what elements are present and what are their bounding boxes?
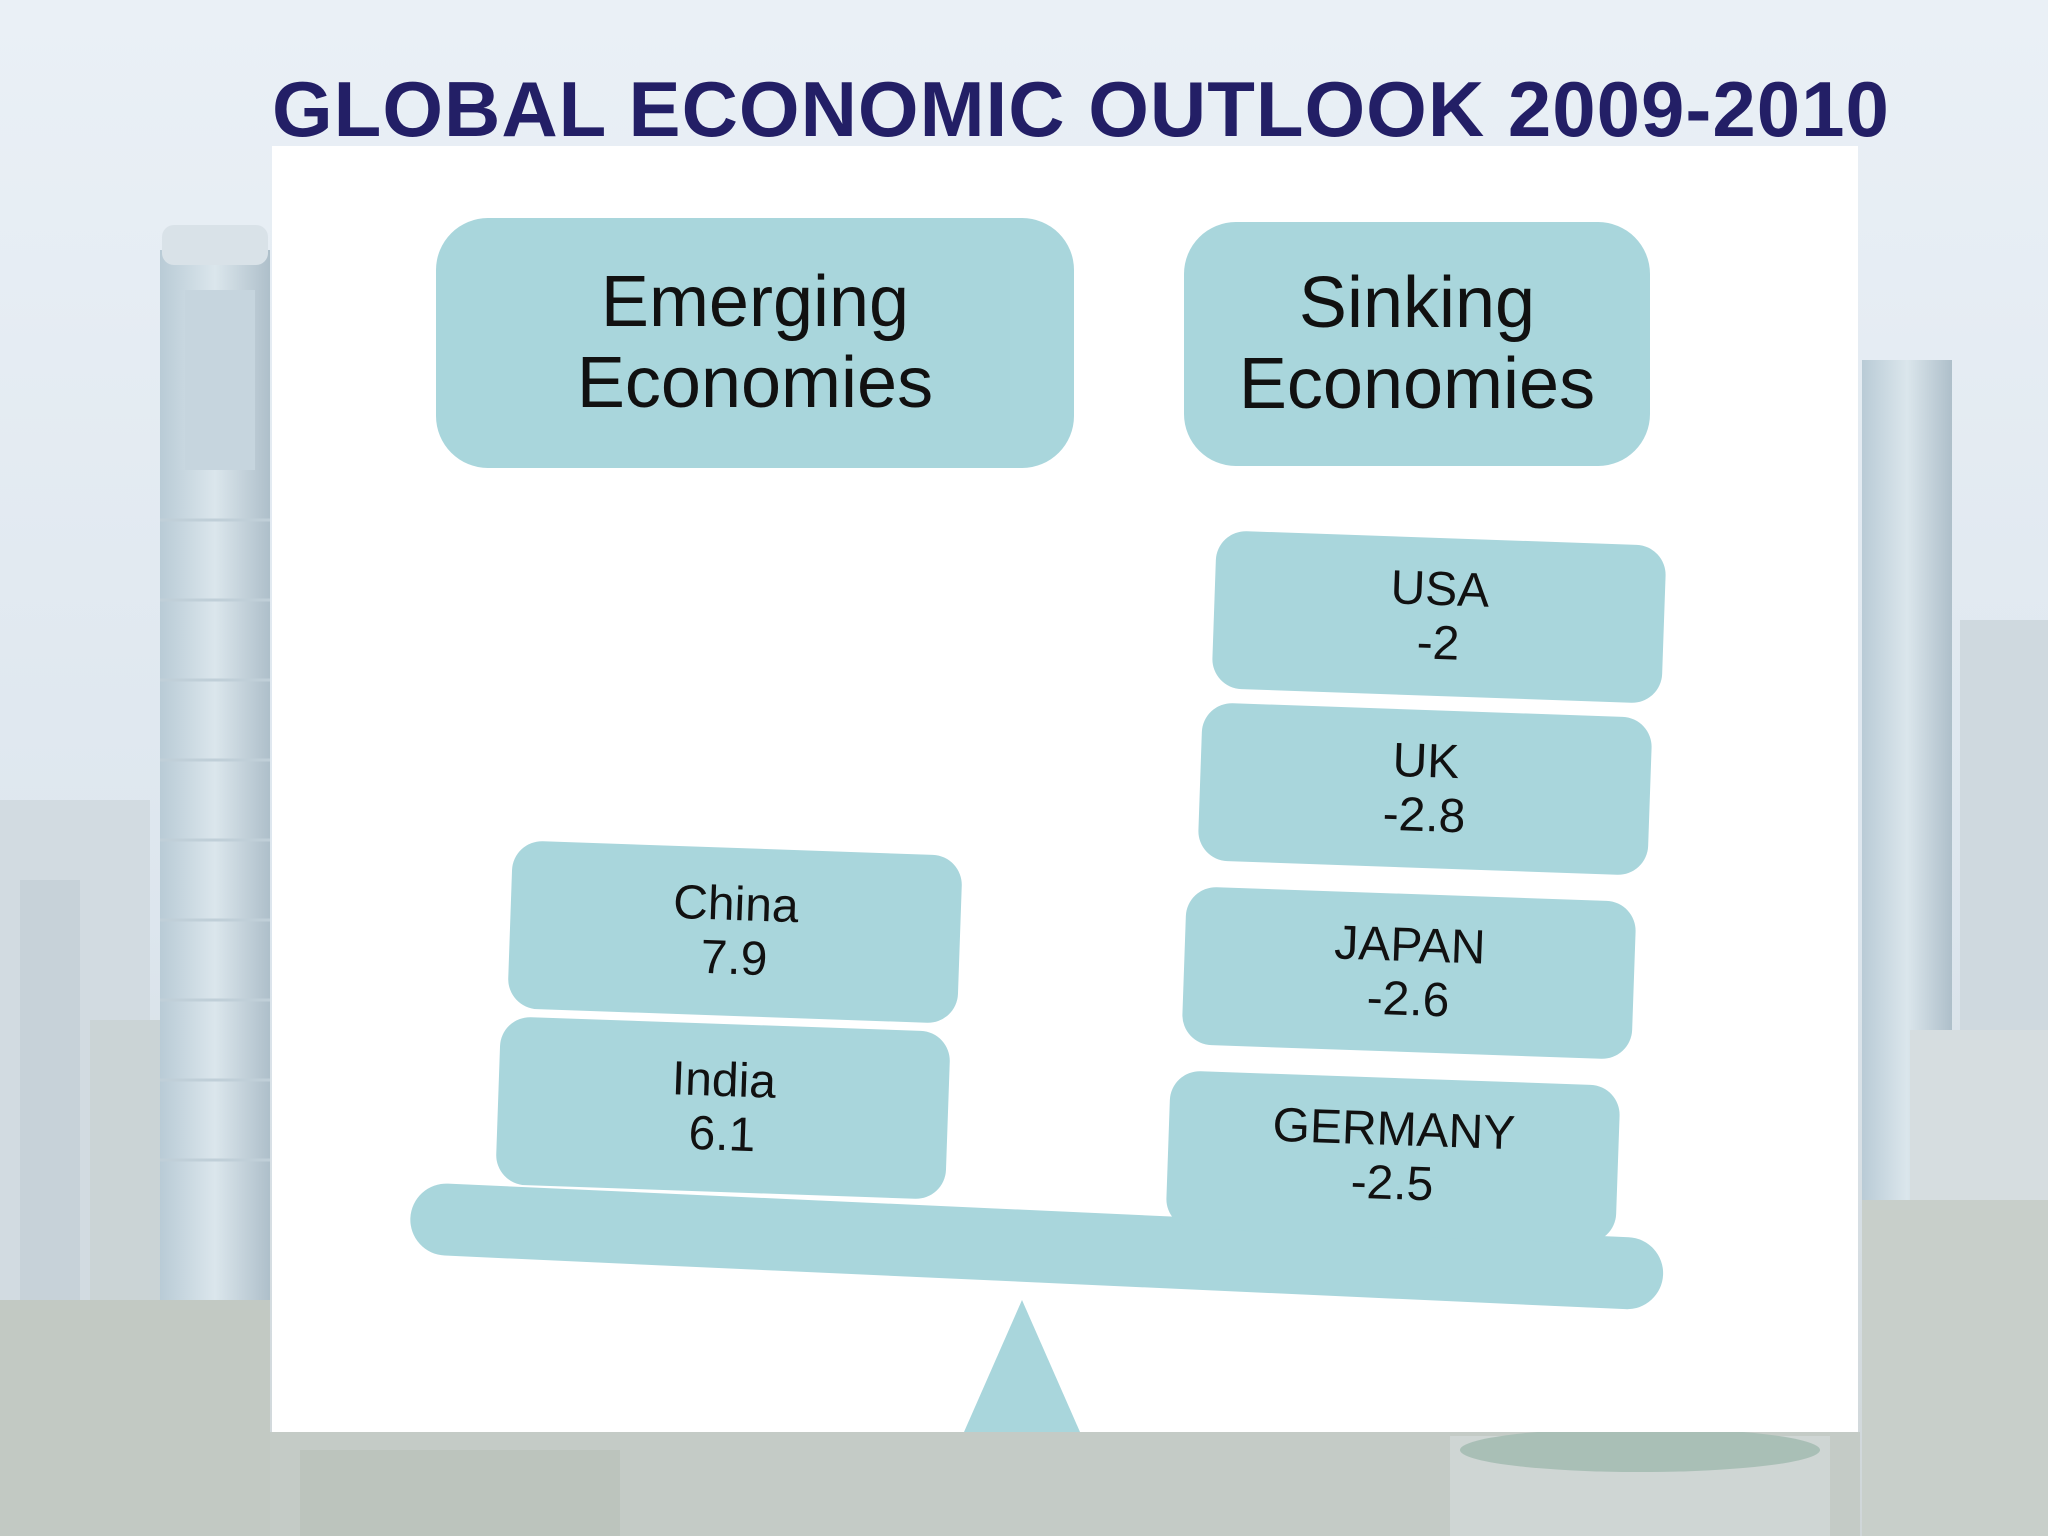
economy-name: China: [672, 876, 800, 934]
economy-box-usa: USA -2: [1211, 530, 1667, 704]
economy-box-india: India 6.1: [495, 1016, 951, 1200]
slide-title: GLOBAL ECONOMIC OUTLOOK 2009-2010: [272, 65, 1890, 153]
scale-fulcrum: [964, 1300, 1080, 1432]
economy-box-uk: UK -2.8: [1197, 702, 1653, 876]
economy-box-japan: JAPAN -2.6: [1181, 886, 1637, 1060]
economy-value: 7.9: [699, 930, 769, 987]
economy-name: India: [671, 1052, 777, 1110]
sinking-header-line2: Economies: [1238, 344, 1596, 424]
economy-name: USA: [1389, 561, 1491, 618]
economy-name: UK: [1391, 734, 1461, 790]
economy-name: JAPAN: [1333, 916, 1487, 975]
economy-value: -2.6: [1365, 971, 1451, 1028]
sinking-header-line1: Sinking: [1298, 263, 1536, 344]
economy-box-germany: GERMANY -2.5: [1165, 1070, 1621, 1244]
economy-value: 6.1: [687, 1106, 757, 1163]
economy-value: -2: [1415, 616, 1461, 671]
emerging-header-line2: Economies: [576, 343, 934, 423]
emerging-economies-header: Emerging Economies: [436, 218, 1074, 468]
economy-name: GERMANY: [1271, 1099, 1517, 1161]
economy-value: -2.5: [1349, 1155, 1435, 1212]
emerging-header-line1: Emerging: [600, 262, 910, 343]
economy-box-china: China 7.9: [507, 840, 963, 1024]
economy-value: -2.8: [1381, 787, 1467, 844]
sinking-economies-header: Sinking Economies: [1184, 222, 1650, 466]
